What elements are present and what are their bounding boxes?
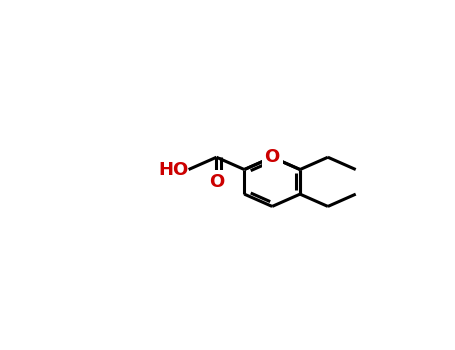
Text: O: O: [264, 148, 280, 166]
Text: O: O: [209, 173, 224, 191]
Text: HO: HO: [158, 161, 189, 178]
